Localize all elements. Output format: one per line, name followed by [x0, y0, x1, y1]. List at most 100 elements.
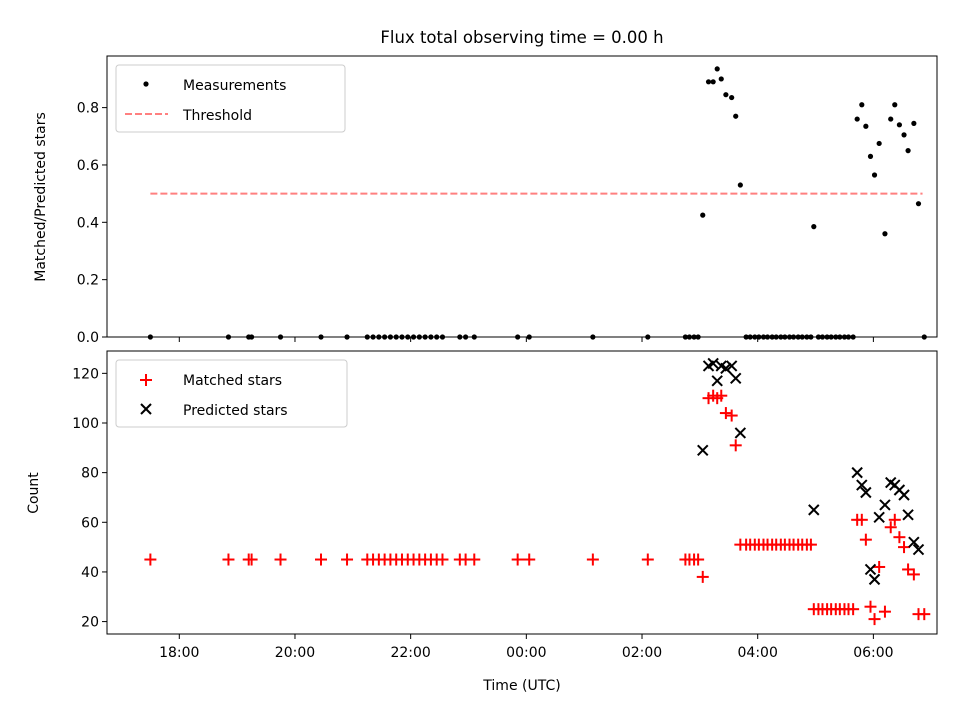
matched-star-point	[907, 568, 920, 581]
bottom-x-tick-label: 20:00	[275, 645, 315, 661]
predicted-star-point	[860, 486, 872, 499]
matched-star-point	[729, 439, 742, 452]
threshold-legend-label: Threshold	[182, 108, 252, 124]
matched-star-point	[523, 553, 536, 566]
measurement-point	[737, 182, 743, 188]
predicted-star-point	[864, 563, 877, 576]
matched-star-point	[873, 560, 886, 573]
matched-star-point	[222, 553, 235, 566]
top-plot-frame	[106, 55, 938, 338]
measurement-point	[714, 66, 720, 72]
predicted-star-point	[697, 444, 709, 457]
matched-star-point	[893, 531, 906, 544]
matched-star-point	[719, 407, 732, 420]
bottom-y-tick-label: 120	[72, 366, 99, 382]
top-plot-marks	[147, 66, 927, 340]
bottom-legend: Matched stars Predicted stars	[115, 359, 348, 428]
bottom-plot-frame	[106, 350, 938, 635]
matched-star-point	[586, 553, 599, 566]
matched-star-point	[884, 521, 897, 534]
top-y-axis: 0.0 0.2 0.4 0.6 0.8	[77, 101, 107, 346]
bottom-x-tick-label: 06:00	[853, 645, 893, 661]
bottom-x-tick-label: 04:00	[738, 645, 778, 661]
top-y-tick-label: 0.4	[77, 215, 99, 231]
measurement-point	[911, 120, 917, 126]
matched-star-point	[855, 513, 868, 526]
predicted-star-point	[873, 511, 885, 524]
matched-star-point	[804, 538, 817, 551]
bottom-y-tick-label: 100	[72, 416, 99, 432]
top-y-tick-label: 0.6	[77, 158, 99, 174]
bottom-x-tick-label: 02:00	[622, 645, 662, 661]
matched-star-point	[859, 533, 872, 546]
measurement-point	[710, 79, 716, 85]
measurement-point	[867, 153, 874, 159]
matched-star-point	[315, 553, 328, 566]
predicted-star-point	[707, 357, 719, 370]
measurement-point	[888, 116, 894, 122]
bottom-y-axis-label: Count	[26, 472, 42, 514]
measurement-point	[705, 79, 712, 85]
top-y-tick-label: 0.0	[77, 330, 99, 346]
chart-title: Flux total observing time = 0.00 h	[380, 28, 663, 47]
measurement-point	[733, 113, 739, 119]
predicted-star-point	[851, 466, 863, 479]
matched-star-point	[511, 553, 524, 566]
bottom-legend-box	[115, 359, 348, 428]
measurement-point	[871, 172, 878, 178]
bottom-y-axis: 20 40 60 80 100 120	[72, 366, 107, 631]
matched-star-point	[144, 553, 157, 566]
measurement-point	[892, 102, 898, 108]
predicted-star-point	[879, 499, 891, 511]
predicted-star-point	[908, 536, 920, 548]
matched-star-point	[641, 553, 654, 566]
bottom-y-tick-label: 40	[81, 565, 99, 581]
matched-star-point	[692, 553, 705, 566]
measurement-point	[896, 122, 903, 128]
matched-star-point	[868, 613, 881, 626]
measurement-point	[901, 132, 907, 138]
matched-star-point	[715, 389, 728, 402]
top-legend-box	[115, 64, 346, 133]
top-legend: Measurements Threshold	[115, 64, 346, 133]
measurements-legend-marker	[143, 81, 149, 87]
measurement-point	[882, 231, 888, 237]
bottom-plot-marks	[144, 357, 931, 626]
predicted-star-point	[734, 427, 747, 439]
matched-star-point	[725, 409, 738, 422]
predicted-star-point	[912, 543, 925, 556]
matched-star-point	[245, 553, 258, 566]
predicted-star-point	[902, 509, 914, 521]
matched-star-point	[888, 513, 901, 526]
measurement-point	[700, 212, 706, 218]
matched-star-point	[468, 553, 481, 566]
measurement-point	[863, 123, 869, 129]
measurement-point	[905, 148, 911, 154]
top-y-tick-label: 0.2	[77, 273, 99, 289]
predicted-star-point	[868, 573, 881, 586]
predicted-star-point	[711, 375, 723, 387]
matched-star-point	[847, 603, 860, 616]
measurement-point	[723, 92, 729, 98]
measurement-point	[876, 140, 882, 147]
bottom-y-tick-label: 60	[81, 515, 99, 531]
measurement-point	[859, 102, 865, 108]
predicted-star-point	[898, 489, 910, 501]
measurement-point	[811, 224, 817, 230]
matched-star-point	[341, 553, 354, 566]
predicted-star-point	[730, 372, 742, 385]
bottom-x-axis-label: Time (UTC)	[482, 678, 560, 694]
measurement-point	[854, 116, 860, 122]
matched-star-point	[436, 553, 449, 566]
top-x-axis	[178, 337, 874, 342]
measurement-point	[729, 94, 735, 101]
bottom-x-axis: 18:00 20:00 22:00 00:00 02:00 04:00 06:00	[159, 634, 894, 661]
bottom-y-tick-label: 20	[81, 615, 99, 631]
matched-star-point	[696, 570, 709, 583]
predicted-star-point	[808, 504, 820, 516]
predicted-legend-marker	[140, 403, 152, 415]
measurement-point	[718, 76, 724, 82]
bottom-x-tick-label: 18:00	[159, 645, 199, 661]
matched-star-point	[878, 605, 891, 618]
